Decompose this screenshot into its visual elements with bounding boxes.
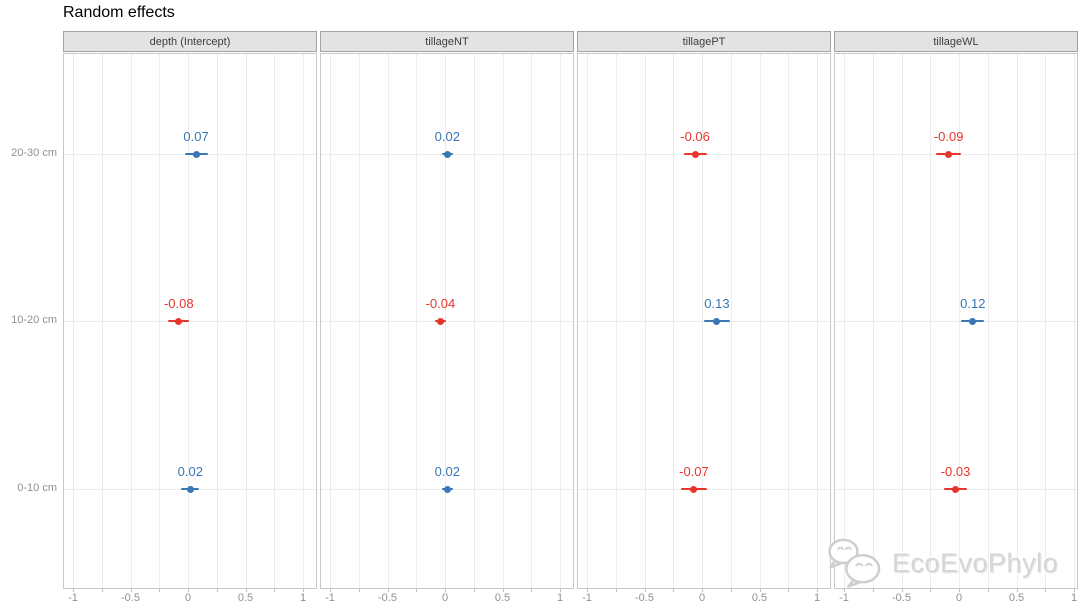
- x-axis-tick: [1045, 589, 1046, 592]
- x-axis-tick: [988, 589, 989, 592]
- estimate-value-label: 0.02: [177, 464, 203, 479]
- gridline-horizontal: [578, 321, 830, 322]
- estimate-point: [691, 150, 699, 158]
- x-tick-label: 1: [556, 592, 564, 604]
- x-axis-tick: [531, 589, 532, 592]
- gridline-horizontal: [64, 321, 316, 322]
- x-tick-label: 1: [813, 592, 821, 604]
- estimate-value-label: 0.13: [704, 296, 730, 311]
- estimate-value-label: 0.02: [434, 464, 460, 479]
- x-tick-label: -0.5: [635, 592, 654, 604]
- x-axis-tick: [359, 589, 360, 592]
- estimate-value-label: -0.07: [679, 464, 709, 479]
- estimate-value-label: -0.06: [680, 129, 710, 144]
- x-axis-tick: [303, 589, 304, 592]
- x-tick-label: -0.5: [378, 592, 397, 604]
- estimate-value-label: -0.09: [933, 129, 964, 144]
- x-axis-tick: [73, 589, 74, 592]
- x-axis-tick: [330, 589, 331, 592]
- estimate-point: [192, 150, 200, 158]
- y-axis-label: 0-10 cm: [17, 481, 57, 494]
- gridline-horizontal: [835, 321, 1077, 322]
- estimate-point: [945, 150, 953, 158]
- x-axis-tick: [959, 589, 960, 592]
- y-axis-label: 20-30 cm: [11, 146, 57, 159]
- x-tick-label: 0: [698, 592, 706, 604]
- x-tick-label: 0.5: [237, 592, 254, 604]
- estimate-point: [186, 485, 194, 493]
- x-tick-label: -1: [582, 592, 592, 604]
- x-tick-label: 0: [184, 592, 192, 604]
- estimate-value-label: 0.12: [960, 296, 986, 311]
- x-tick-label: 0.5: [751, 592, 768, 604]
- estimate-value-label: 0.07: [183, 129, 209, 144]
- x-tick-label: -1: [68, 592, 78, 604]
- x-axis-tick: [159, 589, 160, 592]
- x-tick-label: 0.5: [494, 592, 511, 604]
- x-axis-tick: [587, 589, 588, 592]
- estimate-value-label: 0.02: [434, 129, 460, 144]
- estimate-value-label: -0.03: [940, 464, 971, 479]
- x-axis-tick: [503, 589, 504, 592]
- x-axis-tick: [702, 589, 703, 592]
- x-axis-tick: [474, 589, 475, 592]
- gridline-horizontal: [321, 321, 573, 322]
- x-axis-tick: [760, 589, 761, 592]
- x-axis-tick: [673, 589, 674, 592]
- facet-strip: tillageWL: [834, 31, 1078, 52]
- x-axis-tick: [188, 589, 189, 592]
- x-tick-label: 1: [1070, 592, 1078, 604]
- estimate-point: [969, 317, 977, 325]
- watermark-text: EcoEvoPhylo: [892, 547, 1059, 578]
- x-tick-label: -0.5: [121, 592, 140, 604]
- x-tick-label: 0.5: [1008, 592, 1025, 604]
- x-tick-label: -1: [325, 592, 335, 604]
- estimate-point: [175, 317, 183, 325]
- watermark: EcoEvoPhylo: [824, 537, 1058, 589]
- estimate-point: [952, 485, 960, 493]
- x-tick-label: -1: [839, 592, 849, 604]
- estimate-point: [436, 317, 444, 325]
- x-axis-tick: [274, 589, 275, 592]
- estimate-value-label: -0.08: [163, 296, 194, 311]
- y-axis-label: 10-20 cm: [11, 314, 57, 326]
- x-axis-tick: [902, 589, 903, 592]
- x-axis-tick: [388, 589, 389, 592]
- x-axis-tick: [645, 589, 646, 592]
- estimate-point: [690, 485, 698, 493]
- facet-strip: depth (Intercept): [63, 31, 317, 52]
- x-axis-tick: [731, 589, 732, 592]
- x-axis-tick: [246, 589, 247, 592]
- x-axis-tick: [930, 589, 931, 592]
- x-axis-tick: [873, 589, 874, 592]
- x-axis-tick: [844, 589, 845, 592]
- x-axis-tick: [445, 589, 446, 592]
- wechat-icon: [828, 538, 881, 588]
- x-axis-tick: [217, 589, 218, 592]
- x-tick-label: 0: [441, 592, 449, 604]
- estimate-point: [443, 150, 451, 158]
- facet-strip: tillagePT: [577, 31, 831, 52]
- x-tick-label: 0: [955, 592, 963, 604]
- x-axis-tick: [1017, 589, 1018, 592]
- estimate-point: [443, 485, 451, 493]
- x-tick-label: 1: [299, 592, 307, 604]
- x-axis-tick: [788, 589, 789, 592]
- x-axis-tick: [102, 589, 103, 592]
- chart-title: Random effects: [63, 4, 175, 21]
- estimate-point: [713, 317, 721, 325]
- facet-strip: tillageNT: [320, 31, 574, 52]
- x-axis-tick: [1074, 589, 1075, 592]
- x-axis-tick: [416, 589, 417, 592]
- x-axis-tick: [616, 589, 617, 592]
- x-axis-tick: [560, 589, 561, 592]
- estimate-value-label: -0.04: [425, 296, 456, 311]
- x-tick-label: -0.5: [892, 592, 911, 604]
- x-axis-tick: [817, 589, 818, 592]
- x-axis-tick: [131, 589, 132, 592]
